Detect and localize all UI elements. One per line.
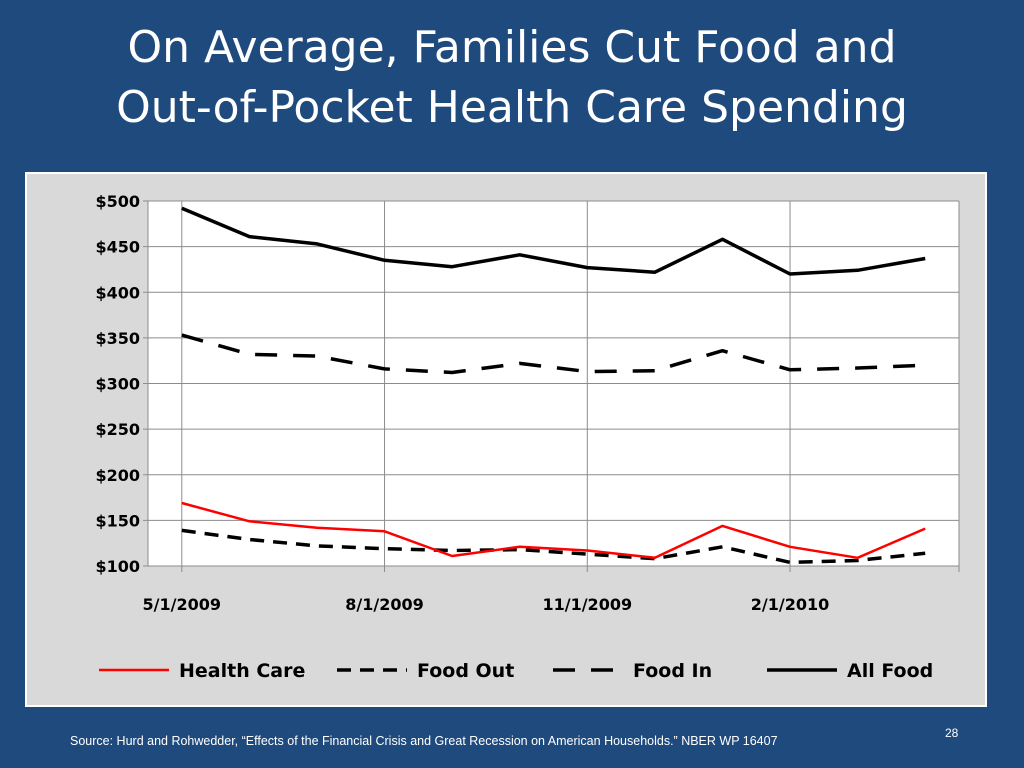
y-tick-label: $150 <box>95 511 140 530</box>
y-tick-label: $300 <box>95 375 140 394</box>
x-axis-tick-labels: 5/1/2009 8/1/2009 11/1/2009 2/1/2010 <box>143 595 830 614</box>
y-tick-label: $200 <box>95 466 140 485</box>
series-line-food-in <box>181 333 926 375</box>
y-tick-label: $400 <box>95 283 140 302</box>
chart-frame: $100 $150 $200 $250 $300 $350 $400 $450 $500 5/1… <box>25 172 987 707</box>
slide-title-line-2: Out-of-Pocket Health Care Spending <box>116 82 908 133</box>
x-tick-label: 8/1/2009 <box>345 595 423 614</box>
y-tick-label: $450 <box>95 238 140 257</box>
y-axis-tick-labels: $100 $150 $200 $250 $300 $350 $400 $450 $500 <box>95 192 140 576</box>
y-tick-label: $350 <box>95 329 140 348</box>
y-tick-label: $250 <box>95 420 140 439</box>
series-line-health-care <box>181 501 926 560</box>
legend-label-all-food: All Food <box>847 660 933 682</box>
series-lines <box>181 206 926 565</box>
legend: Health Care Food Out Food In All Food <box>99 660 933 682</box>
y-tick-label: $500 <box>95 192 140 211</box>
slide-title: On Average, Families Cut Food and Out-of… <box>0 18 1024 138</box>
series-line-food-out <box>181 528 926 565</box>
legend-label-health-care: Health Care <box>179 660 305 682</box>
y-tick-label: $100 <box>95 557 140 576</box>
grid-lines <box>148 200 960 572</box>
axes <box>143 200 960 572</box>
x-tick-label: 5/1/2009 <box>143 595 221 614</box>
page-number: 28 <box>945 726 959 740</box>
series-line-all-food <box>181 206 926 276</box>
x-tick-label: 2/1/2010 <box>751 595 829 614</box>
source-citation: Source: Hurd and Rohwedder, “Effects of … <box>70 734 778 748</box>
x-tick-label: 11/1/2009 <box>542 595 632 614</box>
line-chart: $100 $150 $200 $250 $300 $350 $400 $450 $500 5/1… <box>95 192 960 682</box>
legend-label-food-out: Food Out <box>417 660 514 682</box>
legend-label-food-in: Food In <box>633 660 712 682</box>
slide-title-line-1: On Average, Families Cut Food and <box>127 22 897 73</box>
